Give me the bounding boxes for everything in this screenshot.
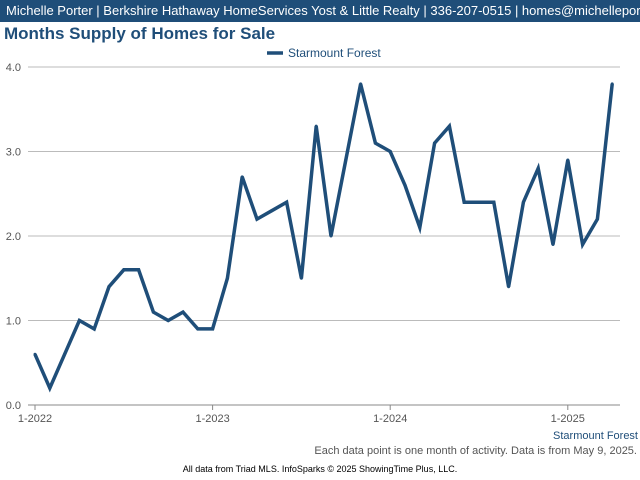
series-line	[33, 83, 614, 393]
y-tick-label: 2.0	[6, 231, 21, 243]
y-tick-label: 0.0	[6, 400, 21, 412]
data-note: Each data point is one month of activity…	[314, 445, 637, 457]
data-point	[77, 319, 81, 322]
data-point	[225, 276, 229, 280]
data-point	[33, 352, 37, 356]
y-tick-label: 3.0	[6, 147, 21, 159]
data-point	[63, 352, 67, 356]
data-point	[433, 141, 437, 145]
data-point	[314, 124, 318, 128]
data-point	[566, 158, 570, 162]
data-point	[359, 82, 363, 86]
data-point	[447, 124, 451, 128]
data-point	[270, 209, 274, 213]
data-point	[388, 150, 392, 153]
data-point	[240, 175, 244, 179]
x-tick-label: 1-2025	[551, 413, 585, 425]
data-point	[477, 200, 481, 204]
data-point	[151, 310, 155, 314]
x-axis-label: Starmount Forest	[553, 430, 638, 442]
data-point	[462, 200, 466, 204]
data-point	[181, 310, 185, 314]
data-point	[166, 319, 170, 322]
data-point	[403, 183, 407, 187]
legend-label: Starmount Forest	[288, 46, 381, 60]
y-tick-label: 4.0	[6, 62, 21, 74]
data-point	[595, 217, 599, 221]
data-point	[373, 141, 377, 145]
data-point	[122, 268, 126, 272]
data-point	[536, 166, 540, 170]
x-tick-label: 1-2024	[373, 413, 407, 425]
data-point	[255, 217, 259, 221]
agent-contact-text: Michelle Porter | Berkshire Hathaway Hom…	[6, 3, 640, 18]
data-point	[211, 327, 215, 331]
data-point	[137, 268, 141, 272]
x-tick-label: 1-2022	[18, 413, 52, 425]
data-point	[92, 327, 96, 331]
data-point	[299, 276, 303, 280]
data-point	[196, 327, 200, 331]
data-point	[610, 82, 614, 86]
agent-contact-bar: Michelle Porter | Berkshire Hathaway Hom…	[0, 0, 640, 22]
data-point	[581, 242, 585, 246]
data-point	[329, 234, 333, 238]
data-point	[551, 242, 555, 246]
chart-title: Months Supply of Homes for Sale	[4, 24, 276, 43]
y-tick-label: 1.0	[6, 316, 21, 328]
data-point	[107, 285, 111, 289]
data-point	[418, 226, 422, 230]
data-point	[492, 200, 496, 204]
data-point	[507, 285, 511, 289]
footer-credit: All data from Triad MLS. InfoSparks © 20…	[182, 464, 458, 474]
data-point	[521, 200, 525, 204]
data-point	[48, 386, 52, 390]
data-point	[285, 200, 289, 204]
x-tick-label: 1-2023	[195, 413, 229, 425]
data-point	[344, 158, 348, 162]
